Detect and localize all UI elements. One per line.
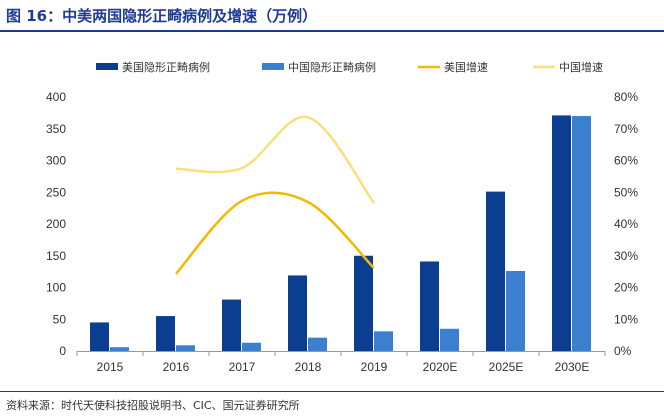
y2-tick-label: 10%	[614, 312, 638, 326]
x-tick-label: 2030E	[555, 360, 590, 374]
right-axis: 0% 10% 20% 30% 40% 50% 60% 70% 80%	[614, 90, 638, 358]
y2-tick-label: 0%	[614, 344, 632, 358]
bar-cn	[176, 345, 195, 351]
bar-cn	[110, 347, 129, 351]
y2-tick-label: 80%	[614, 90, 638, 104]
bar-us	[486, 191, 505, 351]
x-tick-label: 2019	[361, 360, 388, 374]
figure-title: 图 16：中美两国隐形正畸病例及增速（万例）	[6, 7, 318, 25]
x-tick-label: 2015	[97, 360, 124, 374]
y-tick-label: 50	[53, 312, 67, 326]
y2-tick-label: 50%	[614, 185, 638, 199]
title-rule	[0, 30, 664, 32]
legend-label: 美国隐形正畸病例	[122, 60, 210, 74]
chart: 美国隐形正畸病例 中国隐形正畸病例 美国增速 中国增速 0 50 100 150 200 250…	[46, 60, 638, 374]
bar-us	[90, 322, 109, 351]
bar-cn	[374, 331, 393, 351]
x-tick-label: 2017	[229, 360, 256, 374]
legend-swatch	[262, 63, 284, 70]
y2-tick-label: 20%	[614, 281, 638, 295]
x-tick-label: 2016	[163, 360, 190, 374]
bar-us	[552, 115, 571, 351]
y-tick-label: 350	[46, 122, 66, 136]
y2-tick-label: 40%	[614, 217, 638, 231]
x-tick-label: 2020E	[423, 360, 458, 374]
bar-us	[156, 316, 175, 351]
left-axis: 0 50 100 150 200 250 300 350 400	[46, 90, 66, 358]
legend-label: 中国隐形正畸病例	[288, 60, 376, 74]
bar-us	[420, 261, 439, 351]
bar-us	[354, 255, 373, 351]
y-tick-label: 100	[46, 281, 66, 295]
bars	[90, 115, 591, 351]
legend-swatch	[96, 63, 118, 70]
y-tick-label: 0	[59, 344, 66, 358]
legend: 美国隐形正畸病例 中国隐形正畸病例 美国增速 中国增速	[96, 60, 603, 74]
bar-us	[222, 299, 241, 351]
legend-label: 美国增速	[444, 60, 488, 74]
line-us-growth	[175, 191, 375, 275]
bar-cn	[440, 328, 459, 351]
legend-label: 中国增速	[559, 60, 603, 74]
y2-tick-label: 70%	[614, 122, 638, 136]
y-tick-label: 200	[46, 217, 66, 231]
y-tick-label: 150	[46, 249, 66, 263]
x-tick-label: 2025E	[489, 360, 524, 374]
x-tick-label: 2018	[295, 360, 322, 374]
y2-tick-label: 60%	[614, 154, 638, 168]
line-cn-growth	[175, 115, 375, 204]
bar-cn	[308, 337, 327, 351]
x-axis: 2015 2016 2017 2018 2019 2020E 2025E 2030E	[76, 351, 606, 374]
y-tick-label: 400	[46, 90, 66, 104]
y2-tick-label: 30%	[614, 249, 638, 263]
y-tick-label: 250	[46, 185, 66, 199]
bar-cn	[242, 342, 261, 351]
lines	[175, 115, 375, 275]
bar-us	[288, 275, 307, 351]
bar-cn	[506, 270, 525, 351]
source-rule	[0, 391, 664, 392]
y-tick-label: 300	[46, 154, 66, 168]
bar-cn	[572, 116, 591, 351]
source-note: 资料来源：时代天使科技招股说明书、CIC、国元证券研究所	[6, 399, 300, 412]
